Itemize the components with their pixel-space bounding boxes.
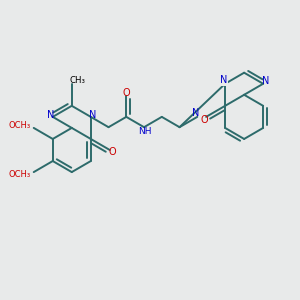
Text: N: N [220, 75, 227, 85]
Text: N: N [219, 77, 227, 87]
Text: N: N [89, 110, 97, 120]
Text: NH: NH [139, 127, 152, 136]
Text: OCH₃: OCH₃ [8, 122, 30, 130]
Text: N: N [192, 108, 200, 118]
Text: CH₃: CH₃ [69, 76, 85, 85]
Text: O: O [108, 147, 116, 157]
Text: O: O [200, 116, 208, 125]
Text: OCH₃: OCH₃ [8, 169, 30, 178]
Text: N: N [47, 110, 54, 119]
Text: O: O [122, 88, 130, 98]
Text: N: N [262, 76, 269, 86]
